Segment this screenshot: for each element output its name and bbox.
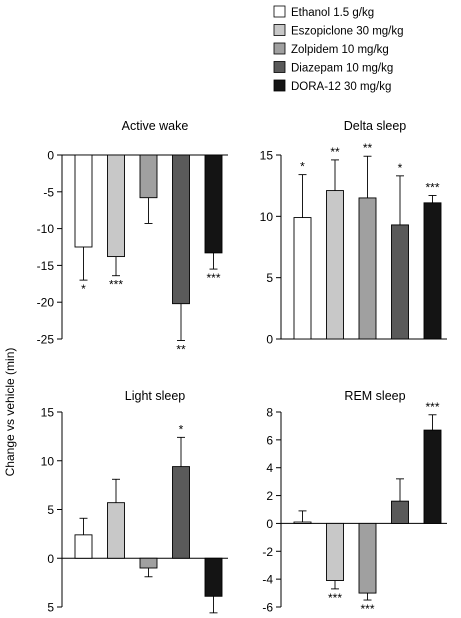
significance-mark-4: *** bbox=[206, 271, 220, 285]
y-tick-label: 10 bbox=[41, 454, 55, 468]
bar-3 bbox=[172, 154, 190, 305]
bar-1 bbox=[326, 190, 344, 340]
bar-2 bbox=[139, 557, 158, 569]
y-tick-label: 2 bbox=[266, 489, 273, 503]
y-tick-label: 5 bbox=[266, 271, 273, 285]
bar-0 bbox=[293, 521, 312, 524]
significance-mark-1: *** bbox=[109, 278, 123, 292]
significance-mark-3: * bbox=[398, 161, 403, 175]
bar-4 bbox=[423, 429, 442, 524]
y-tick-label: -6 bbox=[262, 601, 273, 615]
y-tick-label: -10 bbox=[37, 222, 55, 236]
y-tick-label: 0 bbox=[266, 333, 273, 347]
legend-label-1: Eszopiclone 30 mg/kg bbox=[291, 26, 404, 38]
bar-1 bbox=[107, 502, 125, 559]
y-tick-label: 4 bbox=[266, 461, 273, 475]
legend-label-2: Zolpidem 10 mg/kg bbox=[291, 44, 389, 56]
bar-0 bbox=[293, 217, 312, 340]
chart-panel-2: Light sleep 15 10 5 0 5 * bbox=[41, 389, 228, 615]
bar-2 bbox=[358, 197, 377, 340]
bar-0 bbox=[74, 154, 93, 248]
legend-swatch-4 bbox=[273, 79, 286, 92]
bar-1 bbox=[326, 522, 344, 581]
y-tick-label: 10 bbox=[260, 210, 274, 224]
y-tick-label: 0 bbox=[266, 517, 273, 531]
bar-4 bbox=[204, 557, 223, 597]
bar-4 bbox=[423, 202, 442, 340]
legend-swatch-1 bbox=[273, 24, 286, 36]
y-tick-label: 0 bbox=[47, 552, 54, 566]
bar-0 bbox=[74, 534, 93, 559]
y-tick-label: -20 bbox=[37, 296, 55, 310]
y-tick-label: 15 bbox=[41, 406, 55, 420]
y-tick-label: 15 bbox=[260, 149, 274, 163]
bar-3 bbox=[391, 224, 409, 340]
legend-swatch-2 bbox=[273, 42, 286, 55]
legend-swatch-0 bbox=[273, 5, 286, 18]
chart-title: REM sleep bbox=[344, 389, 405, 403]
y-tick-label: 5 bbox=[47, 601, 54, 615]
y-tick-label: -5 bbox=[43, 185, 54, 199]
bar-3 bbox=[172, 466, 190, 559]
bar-3 bbox=[391, 500, 409, 524]
significance-mark-3: ** bbox=[176, 342, 186, 356]
legend-label-0: Ethanol 1.5 g/kg bbox=[291, 7, 374, 19]
significance-mark-1: ** bbox=[330, 145, 340, 159]
significance-mark-0: * bbox=[300, 160, 305, 174]
legend-swatch-3 bbox=[273, 61, 286, 73]
chart-panel-3: REM sleep 8 6 4 2 0 -2 -4 -6 *** *** *** bbox=[262, 389, 447, 616]
significance-mark-4: *** bbox=[425, 400, 439, 414]
significance-mark-2: *** bbox=[360, 602, 374, 616]
y-tick-label: 0 bbox=[47, 149, 54, 163]
y-tick-label: -15 bbox=[37, 259, 55, 273]
legend-label-4: DORA-12 30 mg/kg bbox=[291, 81, 391, 93]
y-tick-label: 6 bbox=[266, 433, 273, 447]
y-tick-label: -2 bbox=[262, 545, 273, 559]
y-tick-label: 8 bbox=[266, 406, 273, 420]
significance-mark-3: * bbox=[179, 422, 184, 436]
bar-2 bbox=[358, 522, 377, 594]
chart-title: Active wake bbox=[122, 119, 189, 133]
significance-mark-2: ** bbox=[363, 141, 373, 155]
bar-4 bbox=[204, 154, 223, 254]
legend: Ethanol 1.5 g/kg Eszopiclone 30 mg/kg Zolp… bbox=[273, 5, 404, 93]
bar-1 bbox=[107, 154, 125, 258]
y-tick-label: 5 bbox=[47, 503, 54, 517]
legend-label-3: Diazepam 10 mg/kg bbox=[291, 63, 393, 75]
significance-mark-4: *** bbox=[425, 180, 439, 194]
y-tick-label: -25 bbox=[37, 333, 55, 347]
bar-2 bbox=[139, 154, 158, 199]
chart-title: Light sleep bbox=[125, 389, 186, 403]
chart-title: Delta sleep bbox=[344, 119, 407, 133]
y-axis-label: Change vs vehicle (min) bbox=[3, 348, 17, 477]
y-tick-label: -4 bbox=[262, 573, 273, 587]
significance-mark-1: *** bbox=[328, 591, 342, 605]
significance-mark-0: * bbox=[81, 282, 86, 296]
